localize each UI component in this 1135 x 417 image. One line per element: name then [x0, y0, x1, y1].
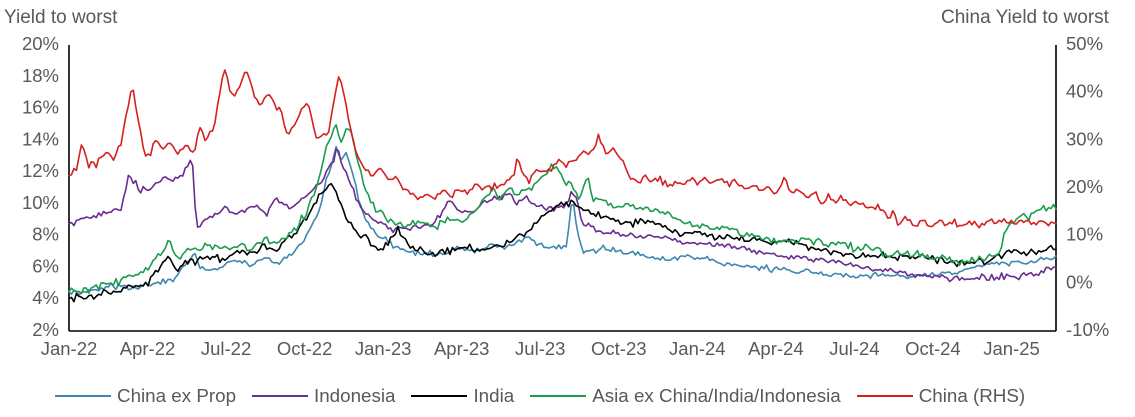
svg-text:Jan-25: Jan-25 [983, 338, 1040, 359]
svg-text:6%: 6% [32, 255, 59, 276]
svg-text:4%: 4% [32, 287, 59, 308]
svg-text:Jan-22: Jan-22 [41, 338, 98, 359]
svg-text:Oct-24: Oct-24 [905, 338, 961, 359]
svg-text:40%: 40% [1066, 81, 1103, 102]
svg-text:China Yield to worst: China Yield to worst [941, 7, 1110, 28]
svg-text:Jan-23: Jan-23 [355, 338, 412, 359]
svg-text:18%: 18% [22, 65, 59, 86]
svg-text:50%: 50% [1066, 33, 1103, 54]
svg-text:-10%: -10% [1066, 319, 1109, 340]
svg-text:10%: 10% [1066, 224, 1103, 245]
svg-text:Jul-22: Jul-22 [201, 338, 251, 359]
svg-text:14%: 14% [22, 128, 59, 149]
svg-text:Oct-23: Oct-23 [591, 338, 647, 359]
svg-text:20%: 20% [22, 33, 59, 54]
svg-text:8%: 8% [32, 224, 59, 245]
svg-text:20%: 20% [1066, 176, 1103, 197]
svg-text:2%: 2% [32, 319, 59, 340]
svg-text:30%: 30% [1066, 128, 1103, 149]
svg-text:Apr-23: Apr-23 [434, 338, 490, 359]
svg-text:Jul-24: Jul-24 [829, 338, 879, 359]
svg-text:16%: 16% [22, 97, 59, 118]
svg-text:12%: 12% [22, 160, 59, 181]
svg-text:Apr-22: Apr-22 [120, 338, 176, 359]
svg-text:Oct-22: Oct-22 [277, 338, 333, 359]
svg-text:Jan-24: Jan-24 [669, 338, 726, 359]
svg-text:Yield to worst: Yield to worst [4, 7, 118, 28]
svg-text:Jul-23: Jul-23 [515, 338, 565, 359]
svg-text:10%: 10% [22, 192, 59, 213]
svg-text:0%: 0% [1066, 271, 1093, 292]
svg-text:Apr-24: Apr-24 [748, 338, 804, 359]
